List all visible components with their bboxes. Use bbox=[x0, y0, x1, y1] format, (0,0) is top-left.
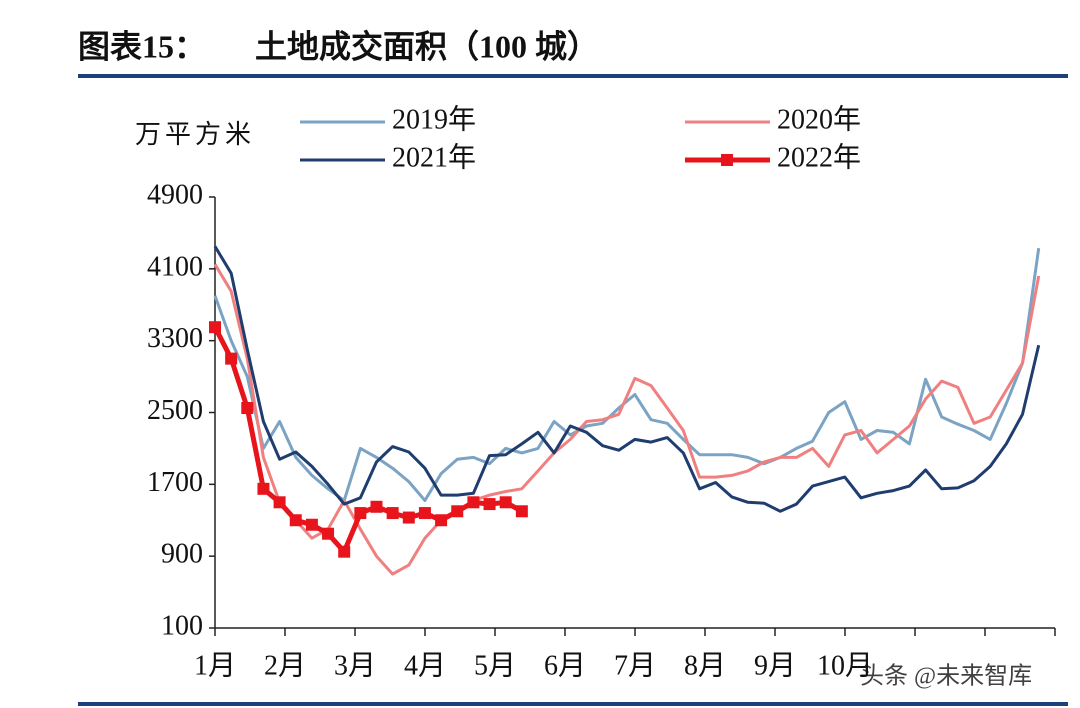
x-tick-label: 1月 bbox=[194, 650, 236, 681]
x-tick-label: 10月 bbox=[817, 650, 873, 681]
watermark: 头条 @未来智库 bbox=[860, 663, 1032, 690]
marker bbox=[386, 507, 399, 520]
x-tick-label: 3月 bbox=[334, 650, 376, 681]
x-tick-label: 2月 bbox=[264, 650, 306, 681]
marker bbox=[499, 496, 512, 509]
y-tick-label: 1700 bbox=[147, 467, 203, 498]
title-rule bbox=[78, 74, 1068, 78]
marker bbox=[322, 527, 335, 540]
marker bbox=[418, 507, 431, 520]
x-tick-label: 6月 bbox=[544, 650, 586, 681]
marker bbox=[354, 507, 367, 520]
marker bbox=[483, 498, 496, 511]
y-tick-label: 2500 bbox=[147, 395, 203, 426]
marker bbox=[241, 402, 254, 415]
marker bbox=[209, 321, 221, 334]
marker bbox=[467, 496, 480, 509]
y-axis-label: 万平方米 bbox=[135, 120, 255, 149]
marker bbox=[402, 511, 415, 524]
legend-label: 2021年 bbox=[392, 141, 476, 173]
series-line bbox=[213, 247, 1041, 502]
legend-marker bbox=[721, 154, 733, 166]
y-tick-label: 4100 bbox=[147, 251, 203, 282]
x-tick-label: 4月 bbox=[404, 650, 446, 681]
x-tick-label: 9月 bbox=[754, 650, 796, 681]
marker bbox=[225, 352, 238, 365]
marker bbox=[435, 514, 448, 527]
marker bbox=[451, 505, 464, 518]
chart-title: 图表15： bbox=[78, 28, 206, 64]
chart-subtitle: 土地成交面积（100 城） bbox=[255, 28, 599, 64]
legend-label: 2022年 bbox=[777, 141, 861, 173]
y-tick-label: 4900 bbox=[147, 179, 203, 210]
series-line bbox=[213, 245, 1041, 513]
legend-label: 2020年 bbox=[777, 103, 861, 135]
x-tick-label: 5月 bbox=[474, 650, 516, 681]
y-tick-label: 3300 bbox=[147, 323, 203, 354]
legend-label: 2019年 bbox=[392, 103, 476, 135]
x-tick-label: 7月 bbox=[614, 650, 656, 681]
series-line bbox=[213, 263, 1041, 576]
marker bbox=[257, 482, 270, 495]
bottom-rule bbox=[78, 702, 1068, 706]
marker bbox=[370, 500, 383, 513]
x-tick-label: 8月 bbox=[684, 650, 726, 681]
y-tick-label: 100 bbox=[161, 610, 203, 641]
marker bbox=[338, 545, 351, 558]
marker bbox=[273, 496, 286, 509]
y-tick-label: 900 bbox=[161, 539, 203, 570]
marker bbox=[289, 514, 302, 527]
marker bbox=[515, 505, 528, 518]
marker bbox=[305, 518, 318, 531]
